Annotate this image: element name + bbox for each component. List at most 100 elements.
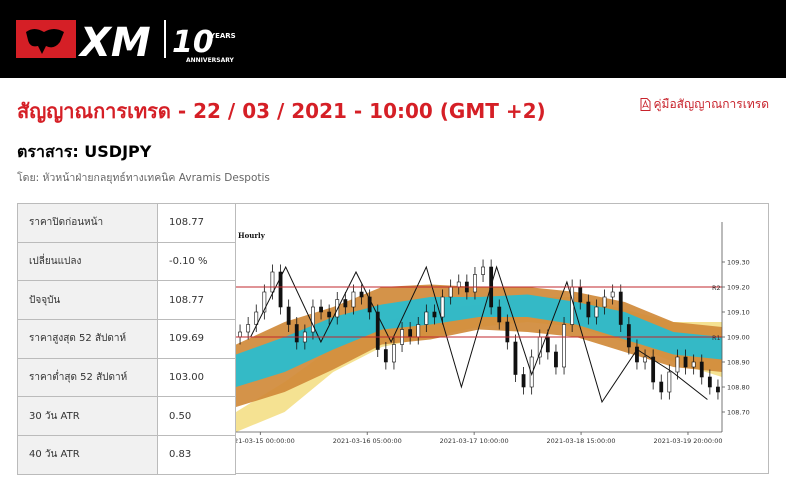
signal-guide-link[interactable]: คู่มือสัญญาณการเทรด: [640, 95, 770, 114]
candle-body: [651, 356, 656, 383]
x-tick-label: 2021-03-19 20:00:00: [653, 437, 722, 445]
candle-body: [505, 321, 510, 343]
stats-value: 103.00: [157, 357, 236, 398]
y-tick-label: 109.10: [727, 309, 750, 317]
timeframe-label: Hourly: [238, 231, 266, 240]
candle-body: [270, 271, 275, 293]
candle-body: [367, 296, 372, 313]
candle-body: [659, 381, 664, 393]
candle-body: [440, 296, 445, 318]
stats-value: 108.77: [157, 203, 236, 243]
candle-body: [327, 311, 332, 318]
candle-body: [497, 306, 502, 323]
candle-body: [635, 346, 639, 363]
candle-body: [602, 296, 607, 308]
candle-body: [529, 356, 534, 388]
candle-body: [691, 361, 696, 368]
candle-body: [570, 286, 575, 325]
logo-text: XM: [77, 20, 151, 66]
author-label: โดย: หัวหน้าฝ่ายกลยุทธ์ทางเทคนิค Avramis…: [17, 172, 270, 184]
candle-body: [618, 291, 623, 325]
instrument-label: ตราสาร: USDJPY: [17, 142, 152, 161]
candle-body: [610, 291, 615, 298]
candle-body: [262, 291, 267, 313]
x-tick-label: 2021-03-17 10:00:00: [440, 437, 509, 445]
page-title: สัญญาณการเทรด - 22 / 03 / 2021 - 10:00 (…: [17, 99, 546, 123]
candle-body: [254, 311, 259, 325]
candle-body: [481, 266, 485, 275]
candle-body: [286, 306, 291, 325]
candle-body: [586, 301, 591, 318]
stats-row: ราคาต่ำสุด 52 สัปดาห์ 103.00: [17, 357, 236, 398]
candle-body: [278, 271, 283, 308]
stats-label: ราคาสูงสุด 52 สัปดาห์: [17, 319, 158, 359]
stats-value: 109.69: [157, 319, 236, 359]
candle-body: [294, 324, 299, 343]
candle-body: [408, 329, 413, 338]
signal-content: สัญญาณการเทรด - 22 / 03 / 2021 - 10:00 (…: [0, 78, 786, 481]
candle-body: [578, 286, 583, 303]
candle-body: [562, 324, 566, 368]
candle-body: [683, 356, 688, 368]
stats-label: 30 วัน ATR: [17, 396, 158, 437]
stats-label: ราคาปิดก่อนหน้า: [17, 203, 158, 243]
candle-body: [416, 324, 421, 338]
candle-body: [343, 299, 348, 308]
stats-label: ปัจจุบัน: [17, 280, 158, 321]
x-tick-label: 2021-03-15 00:00:00: [236, 437, 295, 445]
candle-body: [311, 306, 315, 333]
candle-body: [707, 376, 712, 388]
candle-body: [699, 361, 704, 378]
candle-body: [335, 299, 340, 318]
y-tick-label: 108.80: [727, 384, 750, 392]
stats-value: -0.10 %: [157, 241, 236, 282]
stats-label: เปลี่ยนแปลง: [17, 241, 158, 282]
candle-body: [375, 311, 380, 350]
y-tick-label: 109.30: [727, 259, 750, 267]
stats-table: ราคาปิดก่อนหน้า 108.77 เปลี่ยนแปลง -0.10 % ป…: [17, 203, 236, 475]
candle-body: [473, 274, 477, 293]
candle-body: [456, 281, 461, 288]
y-tick-label: 108.70: [727, 409, 750, 417]
anniversary-label: ANNIVERSARY: [186, 57, 235, 64]
anniversary-years: YEARS: [209, 32, 236, 40]
stats-value: 0.50: [157, 396, 236, 437]
stats-value: 108.77: [157, 280, 236, 321]
candle-body: [319, 306, 323, 313]
anniversary-number: 10: [172, 25, 214, 60]
chart-svg: R2 R1 109.30 109.20 109.10 109.00 108.90 108.80…: [236, 222, 750, 445]
y-tick-label: 109.00: [727, 334, 750, 342]
stats-row: 30 วัน ATR 0.50: [17, 396, 236, 437]
candle-body: [521, 374, 526, 388]
level-label-r1: R1: [712, 334, 721, 342]
xm-logo[interactable]: XM 10 YEARS ANNIVERSARY: [14, 12, 244, 66]
stats-label: 40 วัน ATR: [17, 435, 158, 475]
candle-body: [554, 351, 558, 368]
x-tick-label: 2021-03-16 05:00:00: [333, 437, 402, 445]
stats-row: เปลี่ยนแปลง -0.10 %: [17, 241, 236, 282]
candle-body: [383, 349, 388, 363]
y-tick-label: 108.90: [727, 359, 750, 367]
candle-body: [424, 311, 429, 325]
stats-row: ปัจจุบัน 108.77: [17, 280, 236, 321]
candle-body: [246, 324, 251, 333]
pdf-icon: [640, 98, 650, 111]
candle-body: [359, 291, 364, 298]
candle-body: [594, 306, 599, 318]
candle-body: [626, 324, 631, 348]
candle-body: [643, 356, 647, 363]
stats-row: 40 วัน ATR 0.83: [17, 435, 236, 475]
stats-value: 0.83: [157, 435, 236, 475]
candle-body: [513, 341, 518, 375]
candle-body: [448, 286, 453, 298]
stats-label: ราคาต่ำสุด 52 สัปดาห์: [17, 357, 158, 398]
candle-body: [351, 291, 356, 308]
stats-row: ราคาปิดก่อนหน้า 108.77: [17, 203, 236, 243]
candle-body: [545, 336, 550, 353]
candle-body: [667, 371, 672, 393]
candle-body: [675, 356, 680, 373]
signal-guide-label[interactable]: คู่มือสัญญาณการเทรด: [653, 97, 770, 111]
band-middle: [236, 294, 722, 387]
x-tick-label: 2021-03-18 15:00:00: [547, 437, 616, 445]
stats-row: ราคาสูงสุด 52 สัปดาห์ 109.69: [17, 319, 236, 359]
